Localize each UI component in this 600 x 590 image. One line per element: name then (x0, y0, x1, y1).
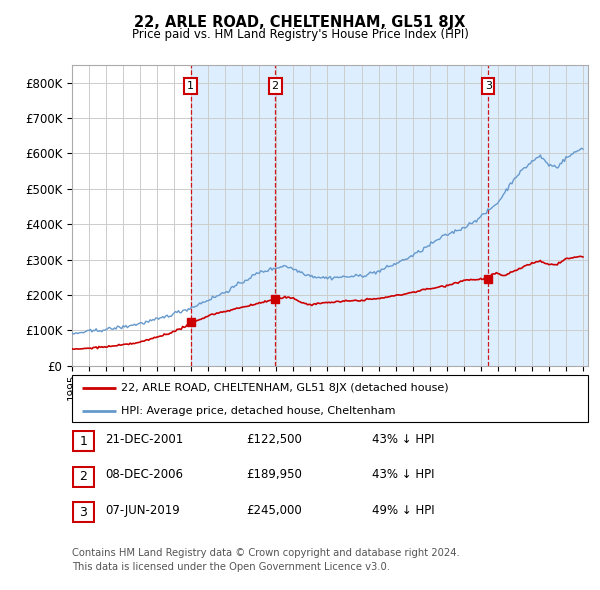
Text: 2: 2 (272, 81, 279, 91)
Text: 08-DEC-2006: 08-DEC-2006 (105, 468, 183, 481)
Text: £189,950: £189,950 (246, 468, 302, 481)
Text: 21-DEC-2001: 21-DEC-2001 (105, 433, 183, 446)
Text: 43% ↓ HPI: 43% ↓ HPI (372, 433, 434, 446)
Bar (191, 65, 275, 366)
Text: 49% ↓ HPI: 49% ↓ HPI (372, 504, 434, 517)
Text: 3: 3 (79, 506, 88, 519)
Text: HPI: Average price, detached house, Cheltenham: HPI: Average price, detached house, Chel… (121, 407, 395, 417)
Text: Contains HM Land Registry data © Crown copyright and database right 2024.: Contains HM Land Registry data © Crown c… (72, 548, 460, 558)
Text: 1: 1 (187, 81, 194, 91)
Text: 07-JUN-2019: 07-JUN-2019 (105, 504, 180, 517)
Text: Price paid vs. HM Land Registry's House Price Index (HPI): Price paid vs. HM Land Registry's House … (131, 28, 469, 41)
Text: 22, ARLE ROAD, CHELTENHAM, GL51 8JX: 22, ARLE ROAD, CHELTENHAM, GL51 8JX (134, 15, 466, 30)
FancyBboxPatch shape (73, 431, 94, 451)
Text: This data is licensed under the Open Government Licence v3.0.: This data is licensed under the Open Gov… (72, 562, 390, 572)
Text: £122,500: £122,500 (246, 433, 302, 446)
FancyBboxPatch shape (73, 467, 94, 487)
FancyBboxPatch shape (73, 502, 94, 522)
Text: 3: 3 (485, 81, 492, 91)
Text: 2: 2 (79, 470, 88, 483)
Text: £245,000: £245,000 (246, 504, 302, 517)
Text: 43% ↓ HPI: 43% ↓ HPI (372, 468, 434, 481)
Text: 22, ARLE ROAD, CHELTENHAM, GL51 8JX (detached house): 22, ARLE ROAD, CHELTENHAM, GL51 8JX (det… (121, 383, 449, 393)
Text: 1: 1 (79, 435, 88, 448)
Bar (275, 65, 488, 366)
FancyBboxPatch shape (72, 375, 588, 422)
Bar (488, 65, 588, 366)
